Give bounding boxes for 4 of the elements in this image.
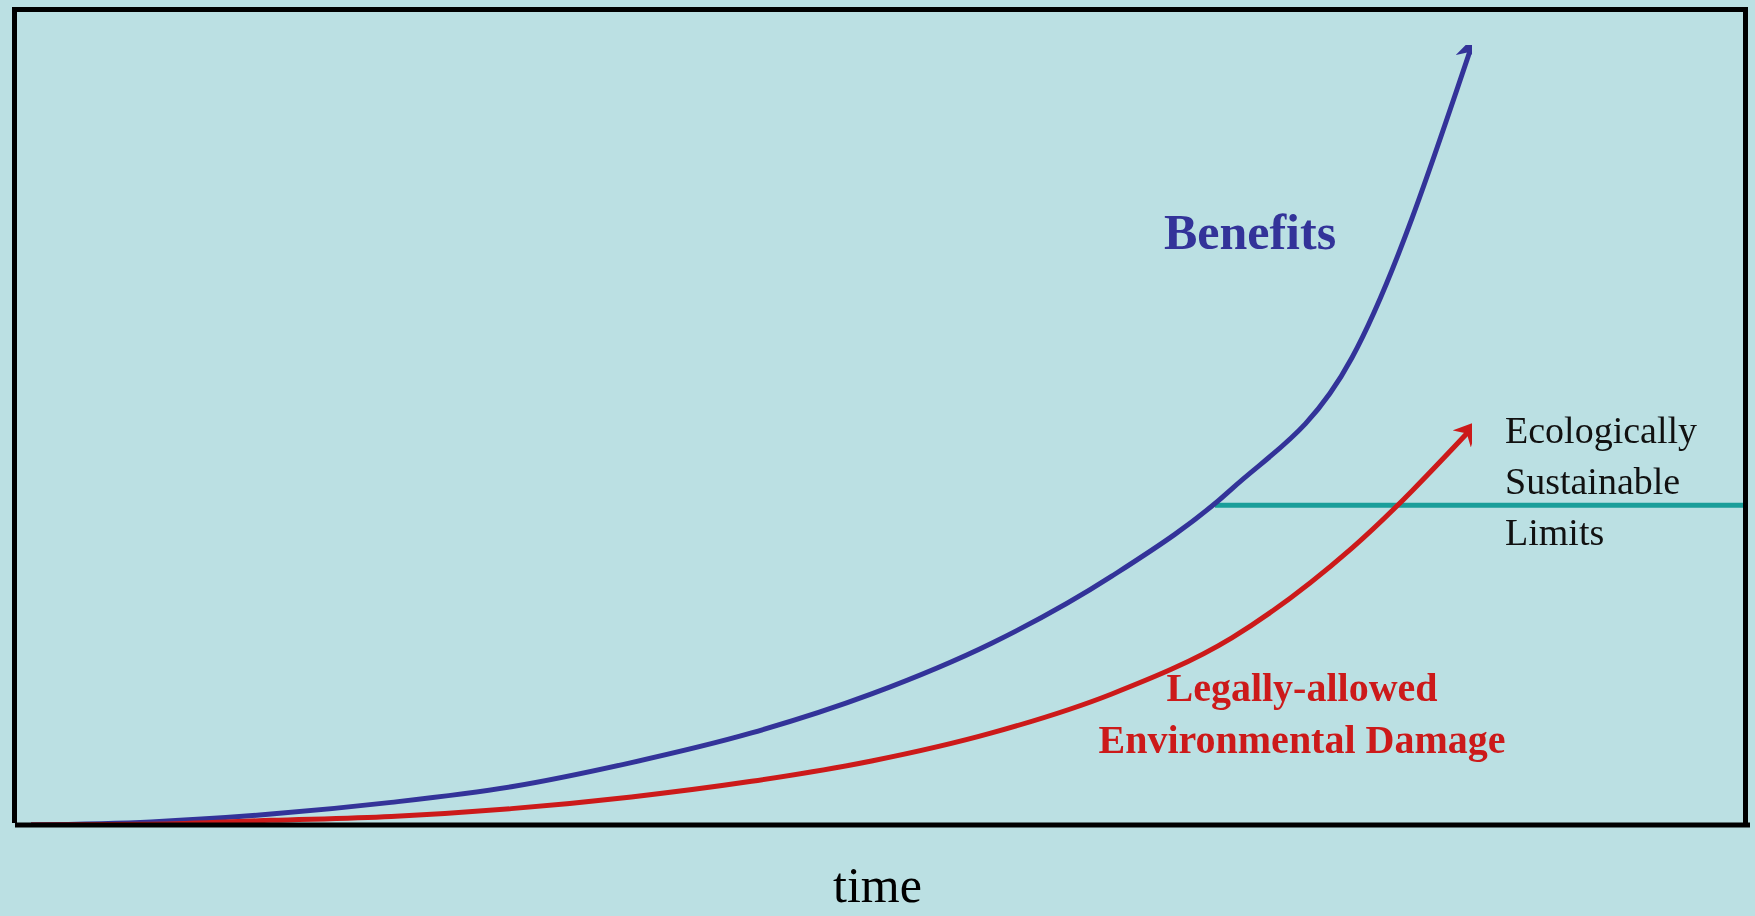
series-label: Legally-allowed Environmental Damage bbox=[1097, 664, 1507, 764]
ref-line-label: Ecologically Sustainable Limits bbox=[1505, 408, 1699, 555]
x-axis-title: time bbox=[832, 856, 923, 914]
series-label: Benefits bbox=[1162, 203, 1338, 262]
